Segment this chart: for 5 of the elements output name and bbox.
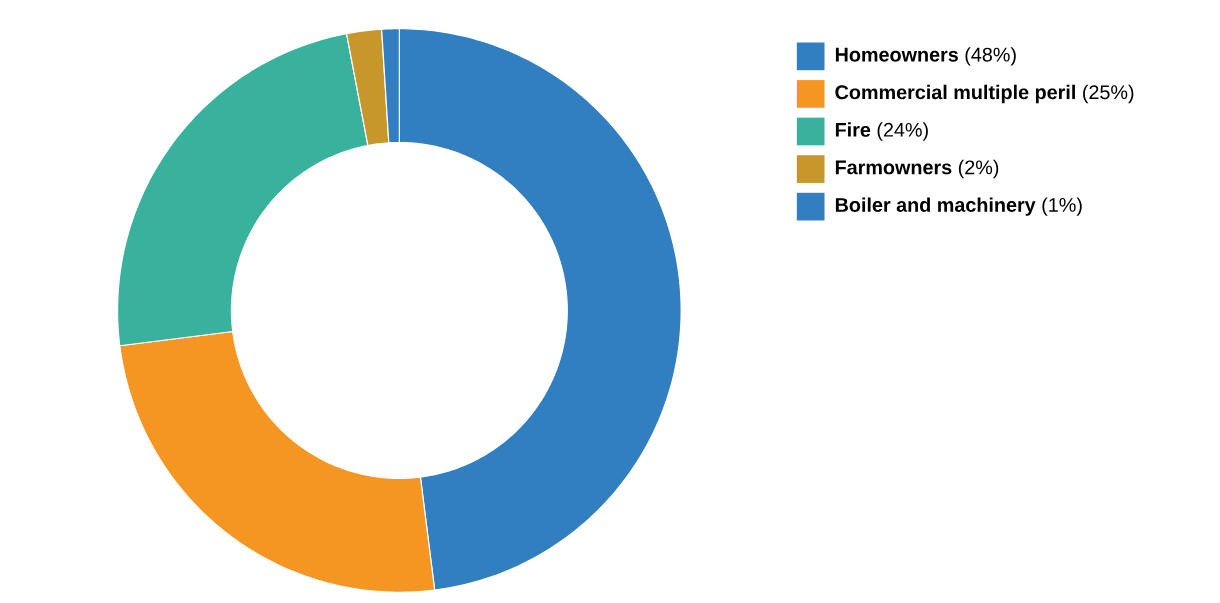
legend-label: Farmowners (2%) [835, 159, 999, 179]
legend-label: Homeowners (48%) [835, 47, 1016, 66]
legend-label: Commercial multiple peril (25%) [835, 84, 1134, 104]
legend-label: Fire (24%) [835, 122, 928, 141]
legend-label: Boiler and machinery (1%) [835, 197, 1082, 216]
